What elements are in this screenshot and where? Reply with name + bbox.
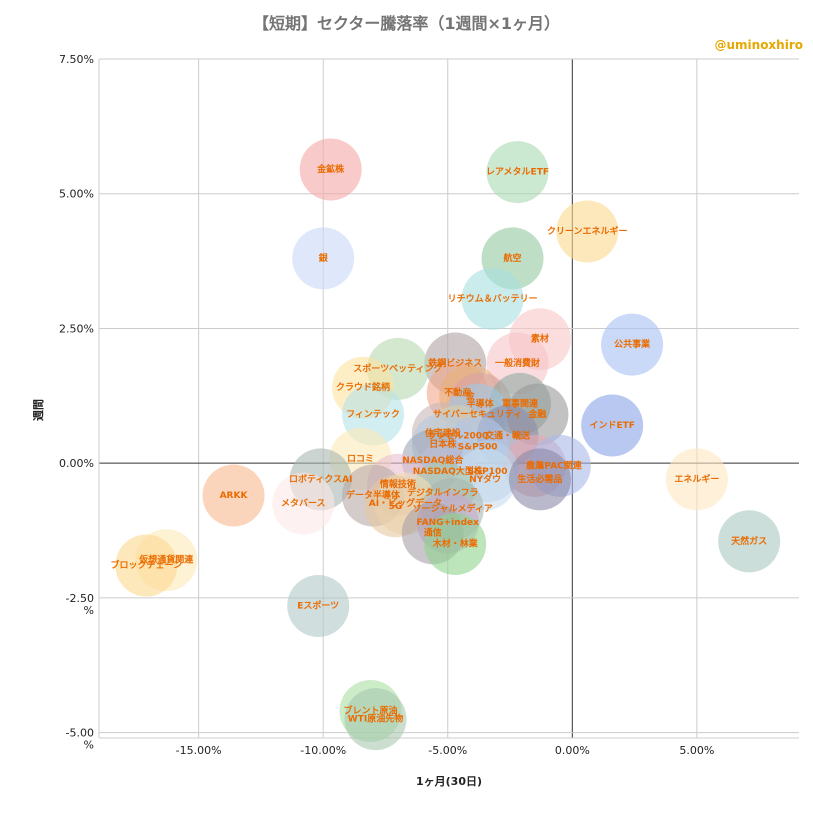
bubble-label: NYダウ — [469, 473, 501, 485]
data-bubble — [115, 534, 178, 597]
y-tick-label-unit: % — [84, 604, 94, 617]
chart-title: 【短期】セクター騰落率（1週間×1ヶ月） — [252, 14, 561, 33]
bubble-label: クラウド銘柄 — [336, 381, 390, 393]
data-bubble — [344, 688, 407, 751]
bubble-label: NASDAQ総合 — [402, 454, 464, 466]
bubble-label: ブレント原油 — [344, 705, 398, 717]
bubble-label: 航空 — [504, 252, 522, 264]
bubble-label: フィンテック — [346, 409, 400, 420]
bubble-label: 金鉱株 — [316, 163, 345, 175]
bubble-label: S&P500 — [458, 443, 498, 453]
bubble-label: 生活必需品 — [517, 473, 562, 485]
bubble-label: リチウム＆バッテリー — [448, 293, 538, 304]
y-tick-label-unit: % — [84, 739, 94, 752]
bubble-label: SPAC関連 — [538, 459, 583, 471]
bubble-label: 住宅建設 — [425, 427, 462, 439]
data-bubble — [718, 510, 781, 573]
y-tick-label: 5.00% — [59, 188, 94, 201]
bubble-label: サイバーセキュリティ — [433, 409, 522, 420]
bubble-label: S&P100 — [468, 467, 508, 477]
bubble-label: 鉄鋼ビジネス — [428, 357, 482, 369]
bubble-label: 農業 — [526, 459, 545, 471]
bubble-label: ブロックチェーン — [111, 559, 183, 571]
bubble-label: デジタルインフラ — [407, 486, 479, 498]
bubble-label: クリーンエネルギー — [547, 225, 628, 237]
y-tick-label: 2.50% — [59, 322, 94, 335]
bubble-label: 軍事関連 — [502, 397, 539, 409]
bubble-label: ロコミ — [347, 453, 374, 464]
data-bubble — [556, 200, 619, 263]
bubble-label: データ半導体 — [346, 489, 401, 501]
bubble-label: 交通・輸送 — [485, 430, 531, 442]
data-bubble — [272, 472, 335, 535]
bubble-layer — [115, 138, 781, 751]
x-axis-title: 1ヶ月(30日) — [416, 775, 482, 788]
bubble-label: FANG+index — [417, 518, 480, 528]
bubble-label: 木材・林業 — [432, 538, 479, 550]
x-tick-label: 5.00% — [679, 744, 714, 757]
x-tick-label: 0.00% — [555, 744, 590, 757]
x-tick-label: -5.00% — [428, 744, 467, 757]
bubble-label: 公共事業 — [614, 338, 651, 350]
bubble-label: 銀 — [319, 252, 328, 264]
data-bubble — [299, 138, 362, 201]
bubble-label: Eスポーツ — [297, 599, 339, 611]
y-tick-label: 7.50% — [59, 53, 94, 66]
y-tick-label: -5.00 — [66, 727, 94, 740]
data-bubble — [292, 227, 355, 290]
bubble-label: ソーシャルメディア — [413, 502, 493, 514]
x-tick-label: -10.00% — [300, 744, 346, 757]
bubble-label: ロボティクスAI — [289, 473, 353, 485]
bubble-label: 金融 — [527, 408, 546, 420]
data-bubble — [665, 448, 728, 511]
bubble-label: メタバース — [281, 497, 326, 509]
data-bubble — [601, 313, 664, 376]
bubble-label: 天然ガス — [731, 535, 767, 547]
bubble-label: AI・ビッグデータ — [369, 497, 442, 509]
data-bubble — [461, 267, 524, 330]
data-bubble — [424, 513, 487, 575]
bubble-label: 金 — [465, 389, 476, 401]
y-axis-title: 週間 — [31, 399, 45, 421]
y-tick-label: 0.00% — [59, 457, 94, 470]
bubble-label: 5G — [389, 502, 403, 512]
bubble-label: WTI原油先物 — [348, 713, 403, 725]
data-bubble — [581, 394, 644, 457]
bubble-label: 情報技術 — [379, 478, 416, 490]
data-bubble — [486, 141, 549, 204]
data-bubble — [202, 464, 265, 527]
bubble-label: 仮想通貨関連 — [138, 554, 194, 566]
bubble-label: 不動産 — [444, 387, 471, 399]
y-tick-label: -2.50 — [66, 592, 94, 605]
bubble-label: 日本株 — [429, 438, 457, 450]
bubble-label: ラッセル2000 — [427, 431, 488, 442]
chart-author-handle: @uminoxhiro — [714, 38, 803, 52]
bubble-label: 素材 — [531, 333, 549, 345]
bubble-label: インドETF — [589, 420, 634, 431]
data-bubble — [508, 448, 571, 511]
bubble-label: 一般消費財 — [495, 357, 540, 369]
bubble-label: 半導体 — [467, 397, 495, 409]
bubble-label: スポーツベッティング — [353, 362, 442, 374]
tick-label-layer: -15.00% -10.00% -5.00% 0.00% 5.00% 7.50% 5.00%… — [59, 53, 714, 757]
x-tick-label: -15.00% — [176, 744, 222, 757]
bubble-label: ARKK — [220, 491, 249, 501]
bubble-label: NASDAQ大型株 — [413, 465, 484, 477]
bubble-label: 通信 — [424, 527, 442, 539]
bubble-label: レアメタルETF — [486, 166, 549, 178]
bubble-label: エネルギー — [674, 473, 719, 485]
data-bubble — [287, 574, 350, 637]
